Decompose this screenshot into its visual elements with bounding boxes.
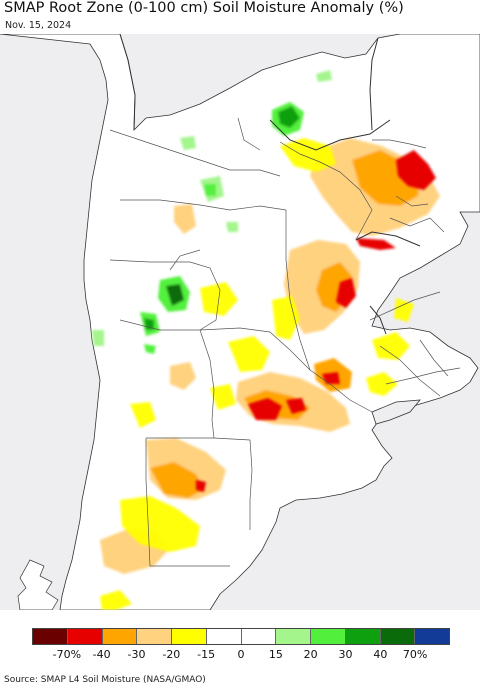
legend-swatch <box>241 629 277 644</box>
southern-coast <box>17 559 59 610</box>
legend-swatch <box>67 629 103 644</box>
legend-swatch <box>415 629 449 644</box>
legend-tick-label: -20 <box>162 648 181 661</box>
legend-tick-label: 40 <box>373 648 388 661</box>
legend-swatch <box>276 629 311 644</box>
map-title: SMAP Root Zone (0-100 cm) Soil Moisture … <box>4 0 404 16</box>
admin-borders <box>109 117 461 567</box>
legend-swatch <box>102 629 138 644</box>
legend-swatch <box>311 629 346 644</box>
legend-swatch <box>345 629 381 644</box>
legend-swatch <box>206 629 242 644</box>
legend-tick-label: -30 <box>127 648 146 661</box>
legend-tick-label: 30 <box>338 648 353 661</box>
legend-swatch <box>380 629 416 644</box>
mild-dry-patches <box>100 138 414 610</box>
legend-ticks: -70% -40 -30 -20 -15 0 15 20 30 40 70% <box>0 648 480 662</box>
legend-tick-label: -15 <box>197 648 216 661</box>
legend-tick-label: 0 <box>237 648 245 661</box>
country-borders <box>119 34 421 335</box>
map-area <box>0 34 480 610</box>
soil-moisture-map <box>0 34 480 610</box>
legend-tick-label: -70% <box>52 648 82 661</box>
map-date: Nov. 15, 2024 <box>5 20 72 31</box>
wet-anomaly-patches <box>92 70 332 354</box>
legend-swatch <box>172 629 207 644</box>
legend-tick-label: 15 <box>268 648 283 661</box>
legend-tick-label: 20 <box>303 648 318 661</box>
legend-tick-label: -40 <box>92 648 111 661</box>
legend-colorbar <box>32 628 450 645</box>
source-note: Source: SMAP L4 Soil Moisture (NASA/GMAO… <box>4 675 206 685</box>
very-dry-patches <box>196 150 436 492</box>
legend-swatch <box>137 629 172 644</box>
legend-swatch <box>33 629 68 644</box>
estuary <box>371 399 421 425</box>
legend-tick-label: 70% <box>402 648 428 661</box>
